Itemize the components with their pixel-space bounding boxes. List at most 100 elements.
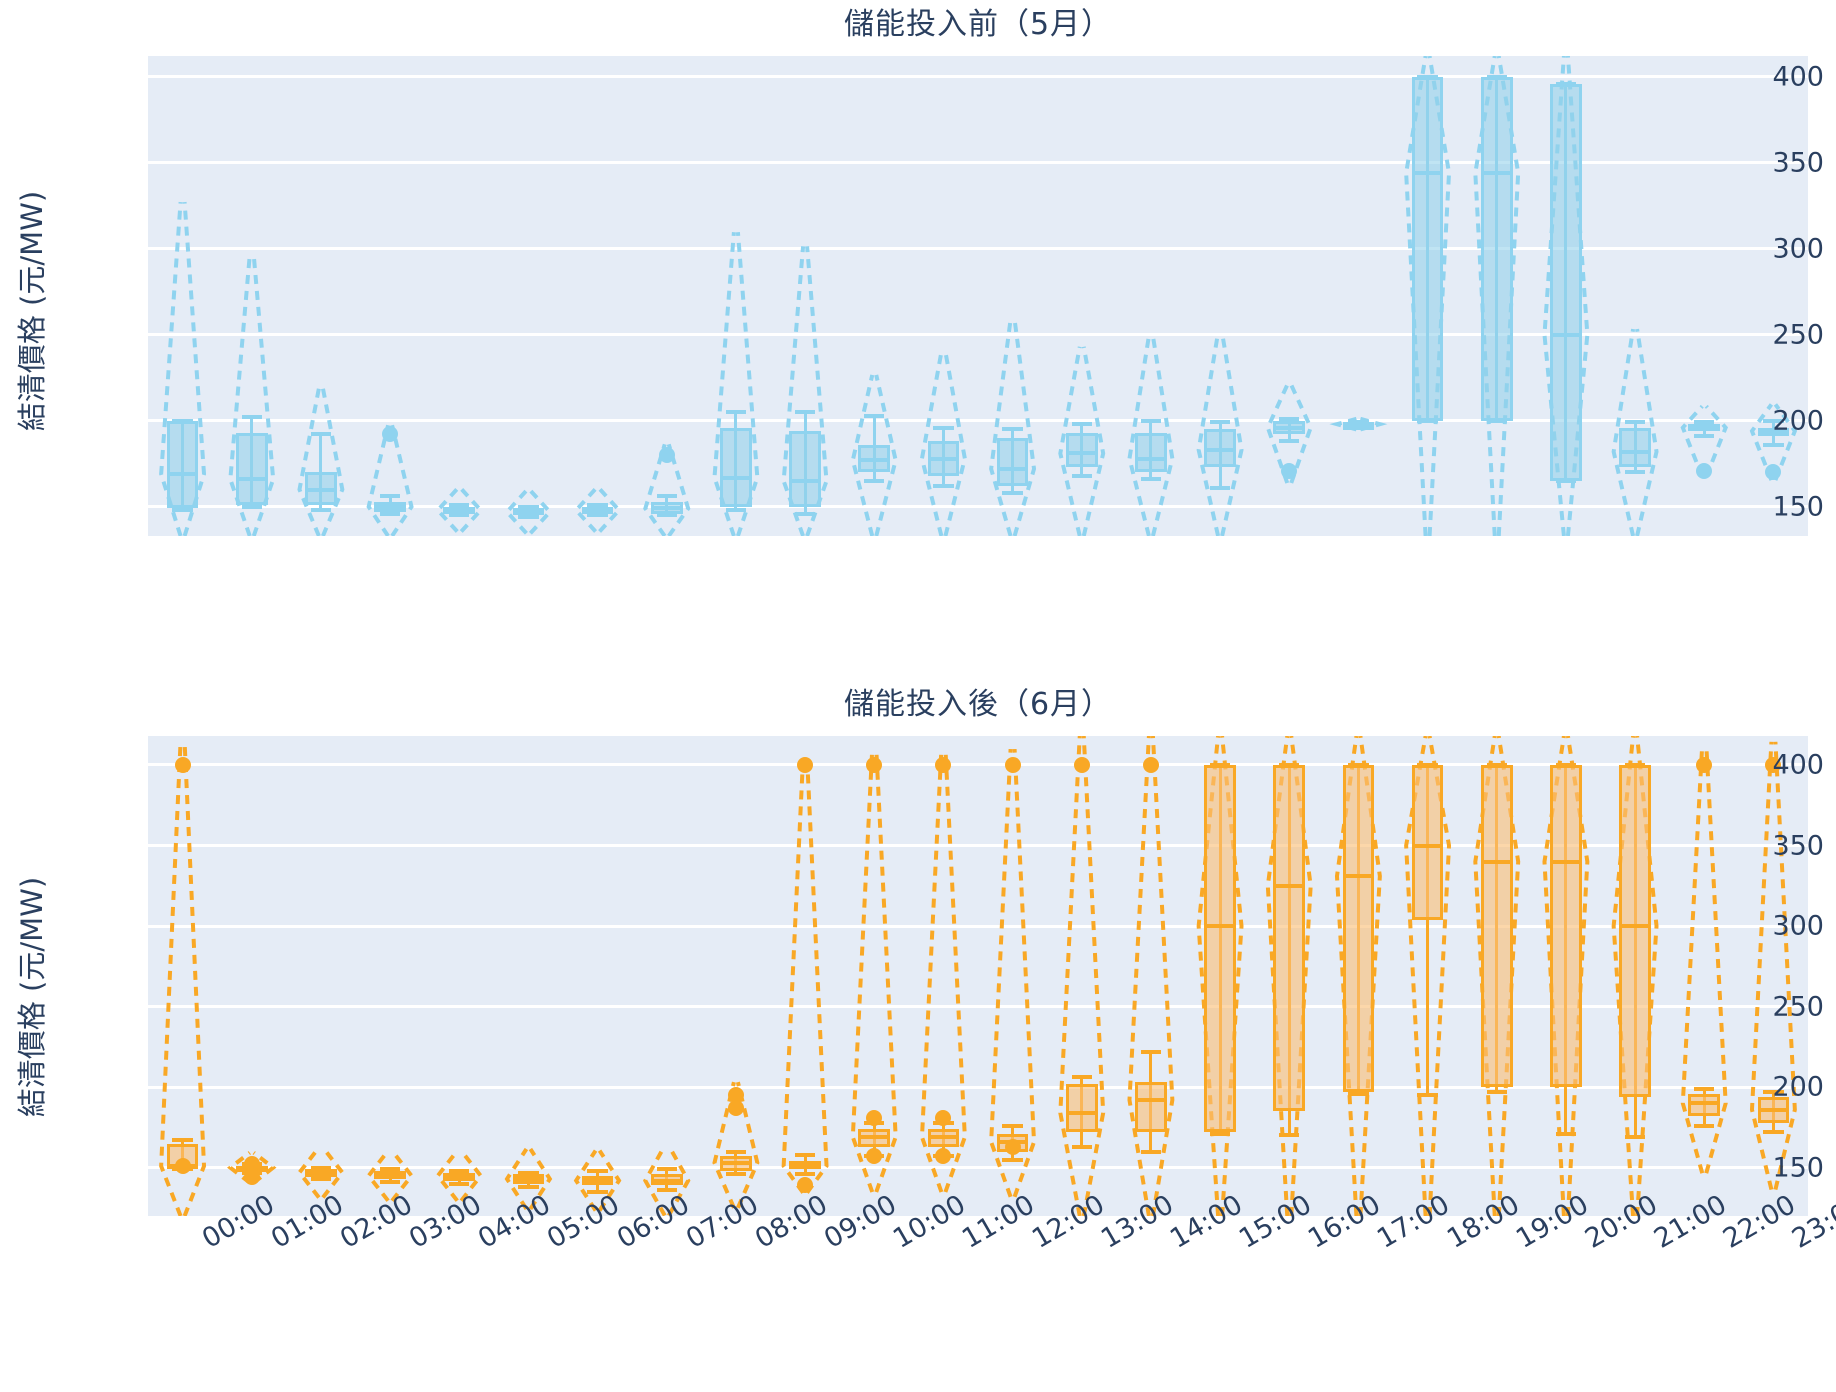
- whisker-cap: [864, 413, 885, 418]
- median-line: [374, 1173, 406, 1178]
- violin-outline: [643, 443, 691, 536]
- y-axis-label-top: 結清價格 (元/MW): [15, 190, 49, 432]
- whisker-cap: [1071, 1144, 1092, 1149]
- outlier-point: [1765, 464, 1782, 481]
- box-plot-group: [148, 736, 1808, 1216]
- box: [1273, 764, 1306, 1112]
- outlier-point: [243, 1156, 260, 1173]
- whisker-cap: [1071, 422, 1092, 427]
- whisker-cap: [172, 1138, 193, 1143]
- outlier-point: [1004, 756, 1021, 773]
- violin-outline: [159, 201, 207, 536]
- whisker-cap: [587, 1189, 608, 1194]
- whisker-cap: [310, 1176, 332, 1181]
- box: [1550, 83, 1582, 481]
- violin-outline: [296, 1146, 345, 1199]
- outlier-point: [1696, 756, 1713, 773]
- violin-outline: [159, 741, 207, 1216]
- median-line: [305, 487, 337, 492]
- box-plot-group: [148, 736, 1808, 1216]
- violin-outline: [366, 1149, 415, 1202]
- outlier-point: [866, 756, 883, 773]
- box-plot-group: [148, 736, 1808, 1216]
- median-line: [1688, 425, 1721, 430]
- outlier-point: [797, 1177, 814, 1194]
- y-tick-label: 200: [1772, 1071, 1824, 1103]
- whisker-cap: [587, 1168, 608, 1173]
- box-plot-group: [148, 736, 1808, 1216]
- whisker-cap: [379, 1167, 401, 1172]
- y-tick-label: 150: [1772, 491, 1824, 523]
- violin-outline: [989, 748, 1037, 1198]
- violin-outline: [573, 487, 622, 533]
- whisker-cap: [449, 1168, 470, 1173]
- whisker-cap: [1763, 418, 1784, 423]
- y-axis-label-bottom: 結清價格 (元/MW): [15, 876, 49, 1118]
- x-tick-label: 10:00: [888, 1189, 972, 1255]
- x-tick-label: 19:00: [1510, 1189, 1594, 1255]
- gridline: [148, 75, 1808, 79]
- whisker-cap: [1209, 1131, 1231, 1136]
- whisker-cap: [379, 1180, 401, 1185]
- whisker-cap: [794, 511, 816, 516]
- outlier-point: [935, 756, 952, 773]
- violin-outline: [504, 1147, 553, 1211]
- median-line: [927, 1135, 960, 1140]
- whisker-cap: [449, 503, 470, 508]
- whisker-cap: [864, 478, 885, 483]
- box: [1204, 764, 1236, 1133]
- violin-outline: [1058, 736, 1106, 1216]
- x-tick-label: 23:00: [1787, 1189, 1836, 1255]
- y-tick-label: 400: [1772, 749, 1824, 781]
- box-plot-group: [148, 56, 1808, 536]
- whisker-cap: [1486, 1089, 1507, 1094]
- violin-outline: [781, 757, 829, 1194]
- median-line: [1135, 456, 1167, 461]
- whisker-cap: [794, 1152, 816, 1157]
- median-line: [1550, 332, 1582, 337]
- box-plot-group: [148, 56, 1808, 536]
- outlier-point: [1281, 462, 1298, 479]
- whisker-cap: [725, 508, 747, 513]
- whisker-cap: [1417, 1093, 1438, 1098]
- median-line: [1204, 447, 1236, 452]
- whisker-cap: [933, 425, 954, 430]
- violin-outline: [1265, 384, 1313, 484]
- median-line: [1065, 1110, 1098, 1115]
- whisker-cap: [1279, 417, 1300, 421]
- whisker-cap: [1694, 434, 1715, 439]
- median-line: [305, 1170, 337, 1175]
- x-tick-label: 15:00: [1234, 1189, 1317, 1255]
- violin-outline: [1749, 403, 1798, 481]
- x-tick-label: 11:00: [957, 1189, 1041, 1255]
- whisker-cap: [1555, 478, 1577, 483]
- box-plot-group: [148, 56, 1808, 536]
- violin-outline: [573, 1149, 622, 1212]
- box-plot-group: [148, 736, 1808, 1216]
- whisker-cap: [1279, 439, 1300, 444]
- y-tick-label: 400: [1772, 61, 1824, 93]
- box: [1135, 432, 1167, 473]
- box-plot-group: [148, 56, 1808, 536]
- median-line: [1480, 859, 1513, 864]
- box-plot-group: [148, 56, 1808, 536]
- whisker-cap: [1486, 418, 1507, 423]
- whisker-cap: [379, 494, 401, 499]
- violin-outline: [504, 489, 553, 535]
- violin-outline: [1680, 744, 1728, 1174]
- x-tick-label: 16:00: [1303, 1189, 1387, 1255]
- gridline: [148, 924, 1808, 928]
- x-tick-label: 08:00: [749, 1189, 833, 1255]
- box: [1342, 764, 1375, 1092]
- box-plot-group: [148, 56, 1808, 536]
- violin-outline: [850, 748, 898, 1193]
- x-tick-label: 01:00: [265, 1189, 349, 1255]
- median-line: [1204, 924, 1236, 929]
- x-tick-label: 05:00: [542, 1189, 626, 1255]
- whisker-cap: [1348, 1091, 1369, 1096]
- gridline: [148, 844, 1808, 848]
- box-plot-group: [148, 736, 1808, 1216]
- box-plot-group: [148, 736, 1808, 1216]
- whisker-line: [319, 434, 323, 511]
- violin-outline: [435, 1149, 484, 1202]
